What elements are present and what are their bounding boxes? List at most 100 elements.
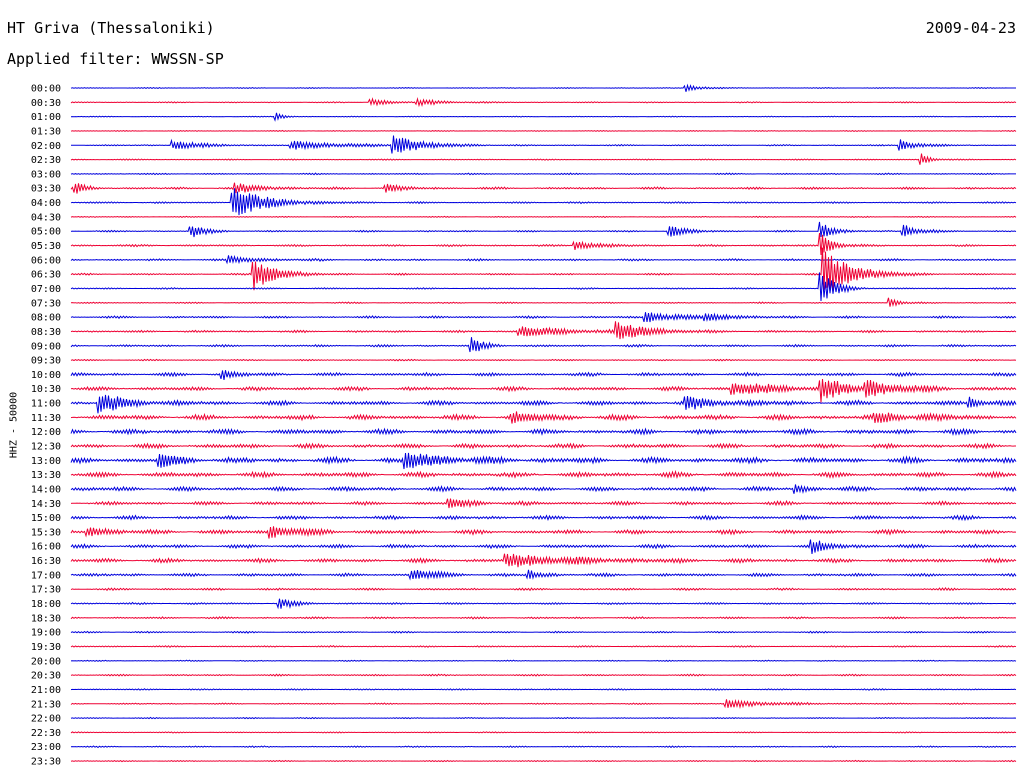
trace-32 [70, 539, 1017, 554]
row-label-46: 23:00 [31, 742, 61, 753]
row-label-23: 11:30 [31, 413, 61, 424]
record-date: 2009-04-23 [925, 19, 1016, 37]
trace-9 [70, 215, 1017, 219]
trace-12 [70, 254, 1017, 265]
row-label-42: 21:00 [31, 685, 61, 696]
row-label-28: 14:00 [31, 484, 61, 495]
trace-2 [70, 112, 1017, 122]
trace-18 [70, 337, 1017, 353]
row-label-11: 05:30 [31, 241, 61, 252]
trace-45 [70, 731, 1017, 734]
trace-11 [70, 232, 1017, 256]
trace-17 [70, 321, 1017, 340]
trace-3 [70, 129, 1017, 132]
row-label-0: 00:00 [31, 84, 61, 95]
trace-15 [70, 297, 1017, 307]
row-label-32: 16:00 [31, 542, 61, 553]
row-label-41: 20:30 [31, 671, 61, 682]
row-label-24: 12:00 [31, 427, 61, 438]
row-label-16: 08:00 [31, 313, 61, 324]
trace-38 [70, 630, 1017, 634]
row-label-25: 12:30 [31, 442, 61, 453]
trace-35 [70, 587, 1017, 592]
row-label-38: 19:00 [31, 628, 61, 639]
trace-10 [70, 221, 1017, 238]
row-label-18: 09:00 [31, 341, 61, 352]
trace-24 [70, 427, 1017, 436]
row-label-20: 10:00 [31, 370, 61, 381]
row-label-12: 06:00 [31, 255, 61, 266]
trace-44 [70, 716, 1017, 720]
trace-21 [70, 378, 1017, 403]
trace-0 [70, 83, 1016, 92]
row-label-34: 17:00 [31, 570, 61, 581]
trace-37 [70, 616, 1017, 620]
row-label-39: 19:30 [31, 642, 61, 653]
trace-29 [70, 498, 1017, 509]
row-label-1: 00:30 [31, 98, 61, 109]
row-label-17: 08:30 [31, 327, 61, 338]
row-label-8: 04:00 [31, 198, 61, 209]
row-label-31: 15:30 [31, 527, 61, 538]
row-label-44: 22:00 [31, 714, 61, 725]
row-label-36: 18:00 [31, 599, 61, 610]
row-label-15: 07:30 [31, 298, 61, 309]
row-label-37: 18:30 [31, 613, 61, 624]
trace-4 [71, 135, 1017, 154]
trace-42 [70, 688, 1017, 691]
trace-27 [70, 469, 1017, 480]
trace-7 [70, 182, 1017, 194]
row-label-35: 17:30 [31, 585, 61, 596]
row-label-5: 02:30 [31, 155, 61, 166]
row-label-40: 20:00 [31, 656, 61, 667]
row-label-22: 11:00 [31, 399, 61, 410]
trace-14 [70, 272, 1017, 302]
row-label-45: 22:30 [31, 728, 61, 739]
trace-19 [70, 358, 1017, 362]
row-label-43: 21:30 [31, 699, 61, 710]
row-label-19: 09:30 [31, 356, 61, 367]
row-label-30: 15:00 [31, 513, 61, 524]
trace-30 [70, 514, 1017, 522]
trace-26 [70, 452, 1017, 470]
row-label-4: 02:00 [31, 141, 61, 152]
row-label-2: 01:00 [31, 112, 61, 123]
trace-34 [70, 569, 1017, 581]
trace-33 [70, 553, 1017, 568]
row-label-47: 23:30 [31, 757, 61, 768]
row-label-14: 07:00 [31, 284, 61, 295]
trace-39 [70, 645, 1017, 648]
row-label-7: 03:30 [31, 184, 61, 195]
trace-43 [70, 698, 1017, 709]
row-label-3: 01:30 [31, 126, 61, 137]
trace-23 [70, 411, 1017, 424]
trace-41 [70, 673, 1017, 677]
row-label-29: 14:30 [31, 499, 61, 510]
row-label-9: 04:30 [31, 212, 61, 223]
trace-46 [70, 745, 1017, 749]
trace-25 [70, 442, 1016, 450]
trace-36 [70, 598, 1017, 610]
trace-22 [70, 394, 1017, 414]
row-label-13: 06:30 [31, 270, 61, 281]
trace-40 [70, 659, 1017, 663]
trace-5 [70, 153, 1017, 165]
trace-16 [70, 312, 1017, 323]
trace-13 [70, 247, 1017, 293]
trace-28 [70, 484, 1017, 494]
filter-label: Applied filter: WWSSN-SP [7, 50, 224, 68]
row-label-6: 03:00 [31, 169, 61, 180]
row-label-21: 10:30 [31, 384, 61, 395]
trace-31 [70, 526, 1017, 539]
trace-1 [70, 97, 1017, 108]
trace-8 [70, 188, 1017, 216]
station-title: HT Griva (Thessaloniki) [7, 19, 215, 37]
row-label-10: 05:00 [31, 227, 61, 238]
row-label-27: 13:30 [31, 470, 61, 481]
row-label-26: 13:00 [31, 456, 61, 467]
trace-20 [70, 370, 1017, 380]
row-label-33: 16:30 [31, 556, 61, 567]
trace-6 [70, 172, 1016, 176]
trace-47 [70, 759, 1017, 763]
